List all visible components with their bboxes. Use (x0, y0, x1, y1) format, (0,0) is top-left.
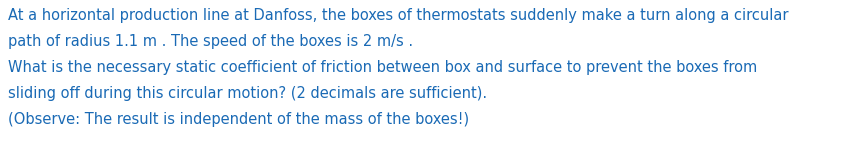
Text: At a horizontal production line at Danfoss, the boxes of thermostats suddenly ma: At a horizontal production line at Danfo… (8, 8, 789, 23)
Text: path of radius 1.1 m . The speed of the boxes is 2 m/s .: path of radius 1.1 m . The speed of the … (8, 34, 413, 49)
Text: sliding off during this circular motion? (2 decimals are sufficient).: sliding off during this circular motion?… (8, 86, 487, 101)
Text: What is the necessary static coefficient of friction between box and surface to : What is the necessary static coefficient… (8, 60, 757, 75)
Text: (Observe: The result is independent of the mass of the boxes!): (Observe: The result is independent of t… (8, 112, 469, 127)
